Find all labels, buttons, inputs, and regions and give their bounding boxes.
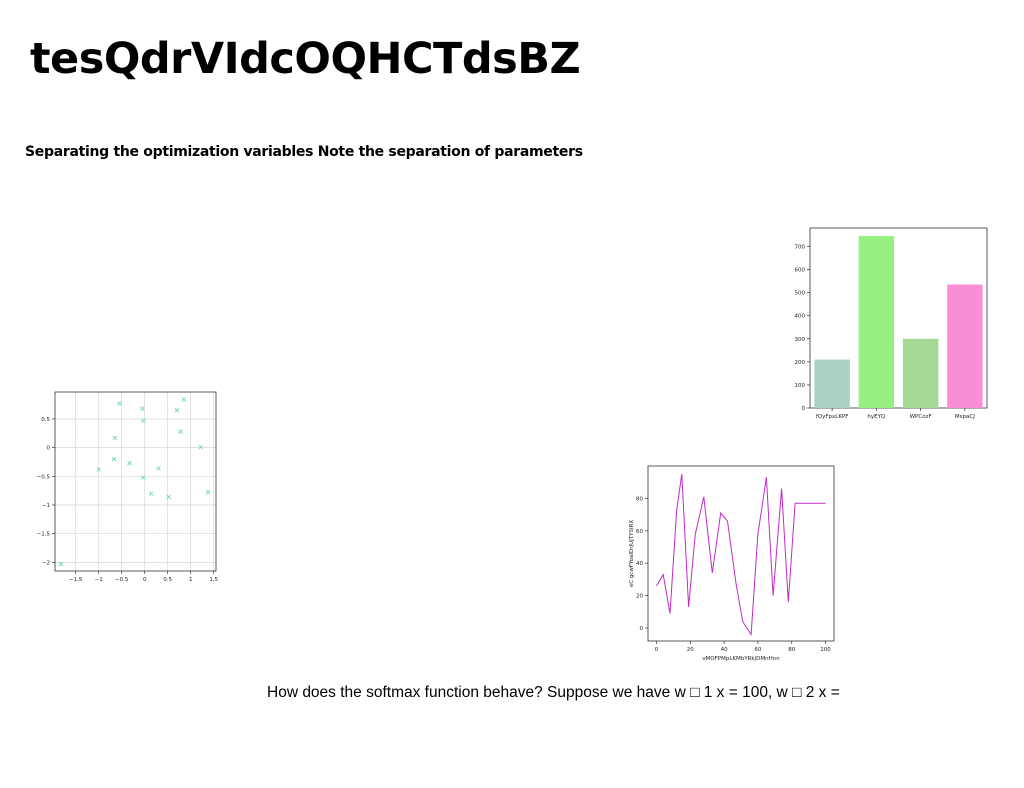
line-x-tick-label: 80 bbox=[788, 647, 795, 653]
scatter-point bbox=[148, 491, 154, 496]
document-title: tesQdrVIdcOQHCTdsBZ bbox=[30, 34, 581, 84]
line-series bbox=[656, 474, 826, 637]
body-paragraph: How does the softmax function behave? Su… bbox=[267, 684, 840, 701]
scatter-chart-figure: −1.5 −1 −0.5 0 0.5 1 1.5 −2 −1.5 −1 −0.5 0 0.5 bbox=[30, 386, 222, 584]
scatter-chart: −1.5 −1 −0.5 0 0.5 1 1.5 −2 −1.5 −1 −0.5 0 0.5 bbox=[37, 391, 219, 583]
scatter-point bbox=[205, 490, 211, 495]
bar-y-tick-label: 0 bbox=[802, 406, 806, 412]
bar-MspaCJ bbox=[947, 284, 983, 408]
scatter-x-tick-label: 1.5 bbox=[209, 577, 218, 583]
line-y-tick-label: 80 bbox=[636, 496, 643, 502]
scatter-x-tick-label: −0.5 bbox=[115, 577, 129, 583]
scatter-point bbox=[198, 444, 204, 450]
scatter-x-tick-label: 0 bbox=[143, 577, 147, 583]
bar-y-tick-label: 200 bbox=[795, 360, 806, 366]
bar-category-label: MspaCJ bbox=[955, 414, 975, 420]
line-y-tick-label: 40 bbox=[636, 561, 643, 567]
line-y-axis-label: eC gcwFYoaIDrJUJTYSIRX bbox=[629, 520, 635, 588]
scatter-point bbox=[117, 401, 122, 406]
scatter-y-tick-label: 0.5 bbox=[41, 417, 50, 423]
line-x-tick-label: 20 bbox=[687, 647, 694, 653]
scatter-point bbox=[127, 460, 132, 466]
line-y-tick-label: 0 bbox=[640, 626, 644, 632]
scatter-point bbox=[178, 429, 183, 434]
scatter-point bbox=[174, 408, 180, 413]
bar-category-label: hyEYQ bbox=[867, 414, 886, 420]
bar-chart-figure: 0 100 200 300 400 500 600 700 fQyFpxLKPF hyEYQ WPC… bbox=[786, 222, 994, 426]
scatter-point bbox=[111, 456, 117, 462]
bar-y-tick-label: 300 bbox=[795, 337, 806, 343]
scatter-y-tick-label: 0 bbox=[47, 446, 51, 452]
bar-fQyFpxLKPF bbox=[814, 359, 850, 408]
bar-y-tick-label: 700 bbox=[795, 244, 806, 250]
line-chart: 0 20 40 60 80 100 0 20 40 60 80 vMOFPMpLKMbYRkjDMnH… bbox=[629, 465, 835, 662]
bar-y-tick-label: 500 bbox=[795, 291, 806, 297]
bar-category-label: WPCozF bbox=[910, 414, 932, 420]
bar-y-tick-label: 600 bbox=[795, 268, 806, 274]
document-subtitle: Separating the optimization variables No… bbox=[25, 144, 583, 160]
line-y-tick-label: 20 bbox=[636, 594, 643, 600]
bar-plot-frame bbox=[809, 227, 988, 409]
scatter-point bbox=[140, 475, 146, 480]
line-y-tick-label: 60 bbox=[636, 529, 643, 535]
scatter-y-tick-label: −1.5 bbox=[37, 532, 51, 538]
scatter-x-tick-label: 0.5 bbox=[163, 577, 172, 583]
scatter-point bbox=[156, 465, 161, 471]
bar-y-tick-label: 100 bbox=[795, 383, 806, 389]
scatter-plot-frame bbox=[54, 391, 217, 572]
scatter-point bbox=[96, 467, 102, 472]
bar-y-tick-label: 400 bbox=[795, 314, 806, 320]
scatter-point bbox=[140, 406, 145, 411]
bar-chart: 0 100 200 300 400 500 600 700 fQyFpxLKPF hyEYQ WPC… bbox=[795, 227, 988, 420]
scatter-point bbox=[166, 494, 171, 500]
line-x-axis-label: vMOFPMpLKMbYRkjDMnHnn bbox=[702, 656, 780, 662]
bar-category-label: fQyFpxLKPF bbox=[816, 414, 849, 420]
scatter-x-tick-label: −1.5 bbox=[69, 577, 83, 583]
scatter-y-tick-label: −1 bbox=[42, 503, 50, 509]
scatter-point bbox=[112, 435, 118, 441]
scatter-y-tick-label: −0.5 bbox=[37, 474, 51, 480]
line-plot-frame bbox=[647, 465, 835, 642]
line-x-tick-label: 100 bbox=[820, 647, 831, 653]
line-chart-figure: 0 20 40 60 80 100 0 20 40 60 80 vMOFPMpLKMbYRkjDMnH… bbox=[624, 461, 840, 667]
scatter-point bbox=[58, 561, 64, 567]
line-x-tick-label: 0 bbox=[655, 647, 659, 653]
scatter-y-tick-label: −2 bbox=[42, 560, 50, 566]
line-x-tick-label: 40 bbox=[721, 647, 728, 653]
line-x-tick-label: 60 bbox=[754, 647, 761, 653]
bar-WPCozF bbox=[902, 338, 939, 408]
scatter-x-tick-label: 1 bbox=[189, 577, 193, 583]
scatter-point bbox=[140, 418, 146, 424]
bar-hyEYQ bbox=[858, 236, 895, 408]
scatter-point bbox=[181, 397, 187, 402]
scatter-x-tick-label: −1 bbox=[95, 577, 103, 583]
